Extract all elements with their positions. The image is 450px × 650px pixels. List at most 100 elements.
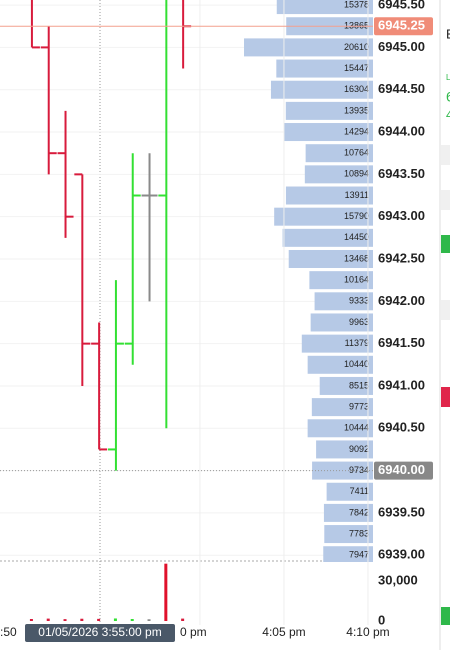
profile-bar xyxy=(319,376,373,395)
profile-label: 16304 xyxy=(344,84,369,94)
volume-tick-label: 0 xyxy=(378,612,385,627)
y-tick-label: 6943.00 xyxy=(378,208,425,223)
panel-text: 4 xyxy=(446,108,450,122)
y-tick-label: 6943.50 xyxy=(378,166,425,181)
panel-row xyxy=(441,300,450,320)
y-tick-label: 6942.00 xyxy=(378,293,425,308)
volume-bar xyxy=(80,618,84,621)
current-price-box xyxy=(374,17,433,36)
panel-text: 6 xyxy=(446,89,450,105)
profile-bar xyxy=(324,525,373,544)
y-tick-label: 6944.50 xyxy=(378,81,425,96)
volume-bar xyxy=(29,619,33,621)
profile-label: 7411 xyxy=(350,486,369,496)
profile-bar xyxy=(310,313,373,332)
profile-bar xyxy=(301,334,373,353)
profile-label: 10164 xyxy=(344,275,369,285)
profile-bar xyxy=(323,503,373,522)
profile-bar xyxy=(282,228,373,247)
profile-label: 13935 xyxy=(344,105,369,115)
profile-label: 10444 xyxy=(344,423,369,433)
y-tick-label: 6940.50 xyxy=(378,420,425,435)
x-tick-label: :50 xyxy=(0,625,17,639)
panel-badge xyxy=(441,387,450,407)
profile-bar xyxy=(304,165,373,184)
y-tick-label: 6939.00 xyxy=(378,547,425,562)
profile-label: 15790 xyxy=(344,211,369,221)
volume-tick-label: 30,000 xyxy=(378,572,418,587)
crosshair-price-label: 6940.00 xyxy=(378,462,425,477)
profile-bar xyxy=(307,355,373,374)
profile-bar xyxy=(323,546,373,562)
profile-label: 15378 xyxy=(344,0,369,9)
crosshair-price-box xyxy=(374,461,433,480)
profile-bar xyxy=(307,419,373,438)
volume-bar xyxy=(181,618,185,621)
profile-label: 13468 xyxy=(344,253,369,263)
profile-bar xyxy=(276,59,373,78)
profile-label: 9092 xyxy=(349,444,369,454)
y-tick-label: 6942.50 xyxy=(378,250,425,265)
panel-badge xyxy=(441,235,450,253)
profile-label: 9773 xyxy=(349,401,369,411)
profile-bar xyxy=(285,101,373,120)
profile-label: 7842 xyxy=(349,507,369,517)
crosshair-time-label: 01/05/2026 3:55:00 pm xyxy=(38,625,161,639)
volume-bar xyxy=(46,618,50,621)
profile-bar xyxy=(270,80,373,99)
profile-label: 15447 xyxy=(344,63,369,73)
y-tick-label: 6941.00 xyxy=(378,377,425,392)
profile-bar xyxy=(276,0,373,15)
profile-label: 8515 xyxy=(349,380,369,390)
profile-label: 9734 xyxy=(349,465,369,475)
profile-bar xyxy=(309,271,373,290)
profile-bar xyxy=(314,292,373,311)
profile-label: 9963 xyxy=(349,317,369,327)
profile-label: 13911 xyxy=(345,190,369,200)
profile-label: 14450 xyxy=(344,232,369,242)
profile-bar xyxy=(326,482,373,501)
panel-row xyxy=(441,190,450,210)
current-price-label: 6945.25 xyxy=(378,18,425,33)
profile-bar xyxy=(244,38,373,57)
y-tick-label: 6941.50 xyxy=(378,335,425,350)
y-tick-label: 6945.00 xyxy=(378,39,425,54)
plot: 15378 13865 20610 15447 16304 13935 14294 10764… xyxy=(0,0,373,562)
profile-bar xyxy=(316,440,373,459)
profile-bar xyxy=(305,144,373,163)
panel-row xyxy=(441,145,450,165)
panel-text: E xyxy=(446,26,450,41)
y-tick-label: 6944.00 xyxy=(378,123,425,138)
profile-label: 7783 xyxy=(349,528,369,538)
profile-label: 7947 xyxy=(349,550,369,560)
profile-label: 14294 xyxy=(344,126,369,136)
x-tick-label: 4:05 pm xyxy=(262,625,305,639)
profile-bar xyxy=(288,249,373,268)
panel-text: L xyxy=(446,73,450,82)
profile-label: 10764 xyxy=(344,148,369,158)
volume-bar xyxy=(97,618,101,621)
profile-label: 20610 xyxy=(344,42,369,52)
profile-label: 9333 xyxy=(349,296,369,306)
profile-bar xyxy=(311,398,373,417)
profile-bar xyxy=(283,123,373,142)
y-tick-label: 6945.50 xyxy=(378,0,425,12)
profile-label: 11379 xyxy=(345,338,369,348)
volume-bar xyxy=(113,618,117,621)
volume-bar xyxy=(63,619,67,621)
volume-bar xyxy=(164,563,168,621)
y-tick-label: 6939.50 xyxy=(378,504,425,519)
panel-badge xyxy=(441,607,450,625)
side-panel: E L 6 4 xyxy=(439,0,450,650)
crosshair-time-box xyxy=(25,624,175,642)
x-tick-label: 0 pm xyxy=(180,625,207,639)
profile-label: 10894 xyxy=(344,169,369,179)
x-tick-label: 4:10 pm xyxy=(346,625,389,639)
profile-bar xyxy=(274,207,373,226)
profile-label: 13865 xyxy=(344,21,369,31)
profile-label: 10440 xyxy=(344,359,369,369)
profile-bar xyxy=(285,186,373,205)
volume-bar xyxy=(147,619,151,621)
